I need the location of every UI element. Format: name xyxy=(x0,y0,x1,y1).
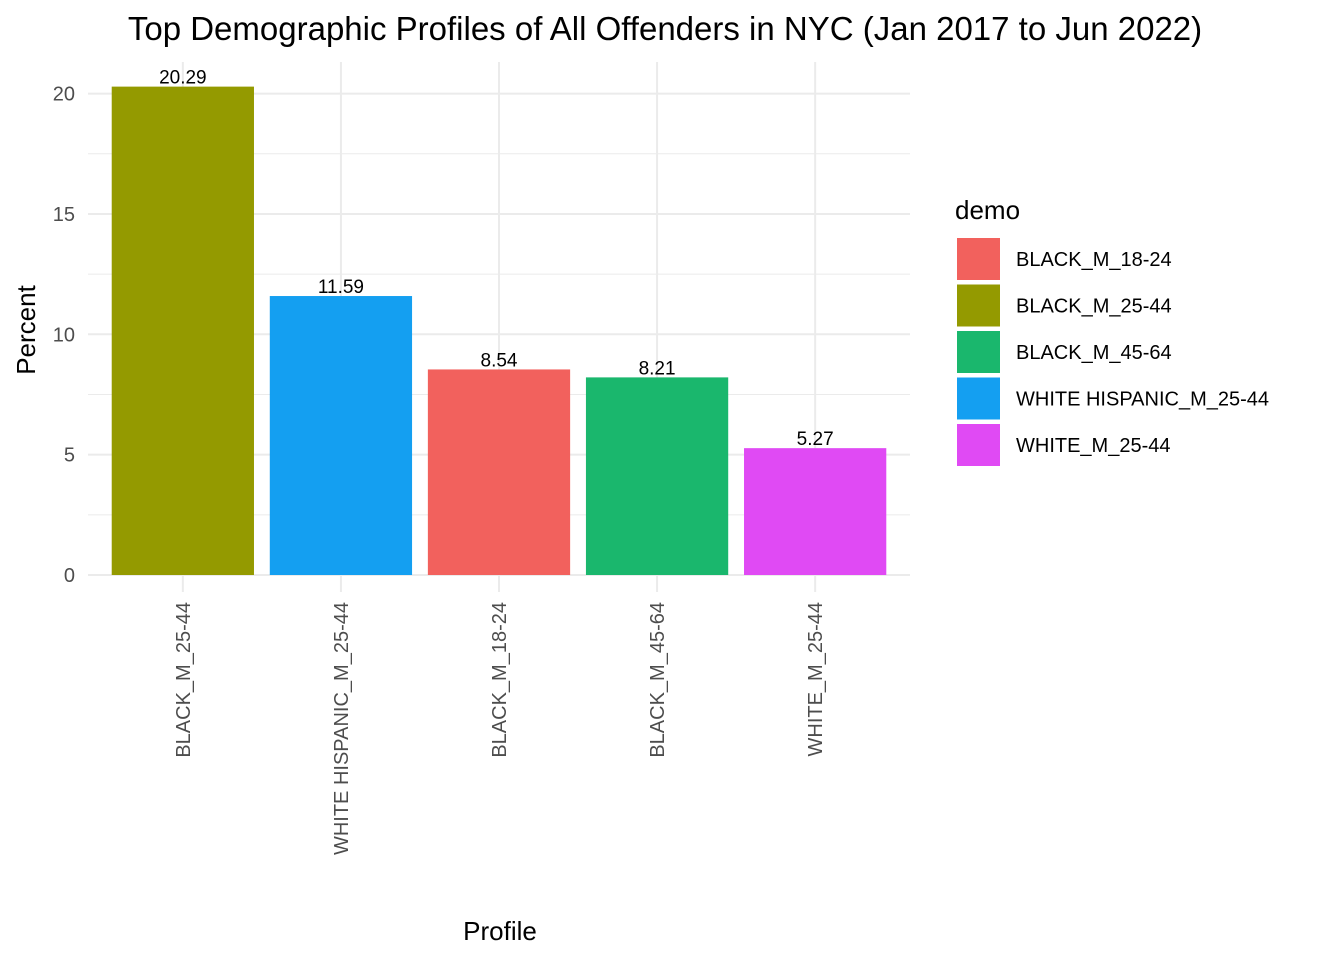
data-labels: 20.29 11.59 8.54 8.21 5.27 xyxy=(159,68,834,451)
legend-swatch xyxy=(957,284,1000,327)
data-label-WHITE_M_25-44: 5.27 xyxy=(797,429,834,450)
bar-BLACK_M_45-64 xyxy=(585,377,729,575)
y-tick-label: 20 xyxy=(53,84,75,106)
legend-label: WHITE_M_25-44 xyxy=(1016,435,1171,457)
legend: demo BLACK_M_18-24 BLACK_M_25-44 BLACK_M_4… xyxy=(955,195,1269,466)
bars xyxy=(111,86,887,576)
x-tick-label: WHITE HISPANIC_M_25-44 xyxy=(331,602,353,855)
bar-WHITE_M_25-44 xyxy=(744,448,887,575)
x-axis-title: Profile xyxy=(463,916,537,946)
legend-title: demo xyxy=(955,195,1020,225)
x-tick-label: BLACK_M_18-24 xyxy=(489,602,511,758)
chart-title: Top Demographic Profiles of All Offender… xyxy=(128,10,1202,47)
y-axis-ticks: 0 5 10 15 20 xyxy=(53,84,75,587)
legend-items: BLACK_M_18-24 BLACK_M_25-44 BLACK_M_45-64 W… xyxy=(957,238,1269,466)
x-tick-label: WHITE_M_25-44 xyxy=(805,602,827,757)
legend-label: BLACK_M_18-24 xyxy=(1016,249,1172,271)
data-label-BLACK_M_25-44: 20.29 xyxy=(159,68,207,89)
bar-WHITE HISPANIC_M_25-44 xyxy=(269,296,413,575)
x-tick-label: BLACK_M_25-44 xyxy=(173,602,195,758)
legend-label: BLACK_M_25-44 xyxy=(1016,296,1172,318)
bar-BLACK_M_25-44 xyxy=(111,86,254,576)
y-tick-label: 5 xyxy=(64,445,75,467)
x-axis-ticks: BLACK_M_25-44 WHITE HISPANIC_M_25-44 BLACK… xyxy=(173,602,827,855)
y-tick-label: 0 xyxy=(64,565,75,587)
legend-swatch xyxy=(957,424,1000,466)
bar-BLACK_M_18-24 xyxy=(427,369,571,575)
legend-swatch xyxy=(957,331,1000,373)
legend-swatch xyxy=(957,377,1000,420)
y-axis-title: Percent xyxy=(11,284,41,374)
data-label-WHITE HISPANIC_M_25-44: 11.59 xyxy=(318,277,364,298)
y-tick-label: 15 xyxy=(53,204,75,226)
x-tick-label: BLACK_M_45-64 xyxy=(647,602,669,758)
legend-label: BLACK_M_45-64 xyxy=(1016,342,1172,364)
data-label-BLACK_M_45-64: 8.21 xyxy=(639,358,676,379)
legend-label: WHITE HISPANIC_M_25-44 xyxy=(1016,389,1269,411)
legend-swatch xyxy=(957,238,1000,280)
y-tick-label: 10 xyxy=(53,324,75,346)
data-label-BLACK_M_18-24: 8.54 xyxy=(481,350,518,371)
